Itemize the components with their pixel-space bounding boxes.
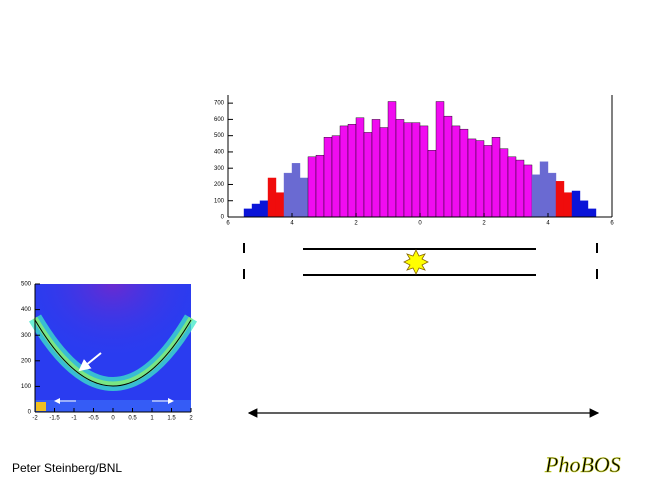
x-tick-label: 6 bbox=[226, 221, 230, 227]
bar bbox=[443, 115, 453, 218]
x-tick-label: -1 bbox=[71, 416, 77, 422]
y-tick-label: 700 bbox=[214, 101, 225, 107]
y-tick-label: 500 bbox=[21, 282, 32, 288]
bar bbox=[355, 117, 365, 218]
x-tick-label: 2 bbox=[482, 221, 486, 227]
bar bbox=[491, 137, 501, 218]
x-tick-label: 0 bbox=[418, 221, 422, 227]
bar bbox=[419, 125, 429, 218]
y-tick-label: 300 bbox=[214, 166, 225, 172]
bar bbox=[515, 159, 525, 218]
bar bbox=[291, 163, 301, 218]
bar bbox=[243, 208, 253, 218]
bar bbox=[555, 181, 565, 218]
collision bbox=[403, 249, 429, 275]
bar bbox=[459, 128, 469, 218]
bar bbox=[475, 140, 485, 218]
x-tick-label: 2 bbox=[189, 416, 193, 422]
bar bbox=[411, 122, 421, 218]
author: Peter Steinberg/BNL bbox=[12, 461, 122, 475]
x-tick-label: 6 bbox=[610, 221, 614, 227]
x-tick-label: -1.5 bbox=[49, 416, 60, 422]
bar bbox=[427, 150, 437, 218]
bar bbox=[587, 208, 597, 218]
y-tick-label: 0 bbox=[221, 215, 225, 221]
bar bbox=[467, 138, 477, 218]
x-tick-label: -2 bbox=[32, 416, 38, 422]
x-tick-label: -0.5 bbox=[88, 416, 99, 422]
x-tick-label: 0 bbox=[111, 416, 115, 422]
bar bbox=[403, 122, 413, 218]
y-tick-label: 100 bbox=[214, 198, 225, 204]
bar bbox=[251, 203, 261, 218]
bar bbox=[547, 172, 557, 218]
bar bbox=[395, 119, 405, 218]
bar bbox=[331, 135, 341, 218]
y-tick-label: 200 bbox=[214, 182, 225, 188]
y-tick-label: 100 bbox=[21, 384, 32, 390]
bar bbox=[339, 125, 349, 218]
bar bbox=[347, 124, 357, 218]
y-tick-label: 400 bbox=[21, 307, 32, 313]
bar bbox=[571, 190, 581, 218]
bar bbox=[363, 132, 373, 218]
bar bbox=[275, 192, 285, 218]
bar bbox=[315, 154, 325, 218]
x-tick-label: 1.5 bbox=[167, 416, 176, 422]
bar bbox=[323, 137, 333, 218]
bar bbox=[563, 192, 573, 218]
logo: PhoBOS bbox=[544, 452, 621, 477]
x-tick-label: 0.5 bbox=[128, 416, 137, 422]
bar bbox=[523, 164, 533, 218]
bar bbox=[379, 127, 389, 218]
x-tick-label: 4 bbox=[290, 221, 294, 227]
y-tick-label: 600 bbox=[214, 117, 225, 123]
y-tick-label: 400 bbox=[214, 150, 225, 156]
bar bbox=[539, 161, 549, 218]
y-tick-label: 0 bbox=[28, 410, 32, 416]
bar bbox=[307, 156, 317, 218]
y-tick-label: 300 bbox=[21, 333, 32, 339]
bar bbox=[483, 145, 493, 218]
bar bbox=[531, 174, 541, 218]
bar bbox=[387, 101, 397, 218]
bar bbox=[371, 119, 381, 218]
heatmap-image bbox=[28, 284, 198, 412]
bar bbox=[259, 200, 269, 218]
bar bbox=[283, 172, 293, 218]
y-tick-label: 200 bbox=[21, 358, 32, 364]
bar bbox=[435, 101, 445, 218]
x-tick-label: 4 bbox=[546, 221, 550, 227]
bar bbox=[267, 177, 277, 218]
bar bbox=[451, 125, 461, 218]
bar bbox=[499, 148, 509, 218]
detector bbox=[243, 243, 598, 279]
y-tick-label: 500 bbox=[214, 133, 225, 139]
bar bbox=[507, 156, 517, 218]
bar bbox=[579, 200, 589, 218]
x-tick-label: 1 bbox=[150, 416, 154, 422]
x-tick-label: 2 bbox=[354, 221, 358, 227]
bar bbox=[299, 177, 309, 218]
